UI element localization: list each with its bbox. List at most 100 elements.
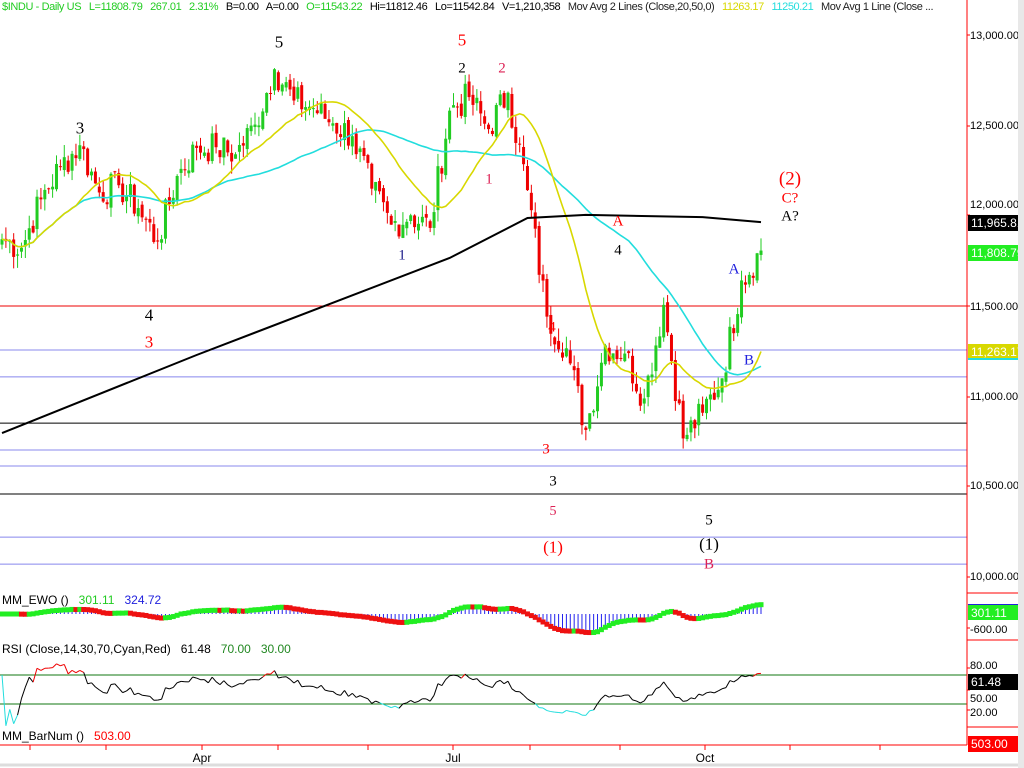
rsi-line-segment [733, 678, 738, 683]
ewo-dot [236, 608, 242, 614]
rsi-line-segment [659, 681, 665, 688]
rsi-line-segment [472, 678, 477, 681]
ewo-dot [268, 605, 274, 611]
rsi-line-segment [574, 711, 579, 714]
rsi-line-segment [484, 684, 489, 687]
candle-body [70, 153, 74, 171]
candle-body [564, 348, 568, 357]
candle-body [689, 420, 693, 433]
candle-body [452, 105, 456, 108]
candle-body [234, 154, 238, 159]
ewo-dot [400, 619, 406, 625]
rsi-line-segment [609, 695, 614, 698]
ewo-dot [750, 603, 756, 609]
ewo-dot [556, 627, 562, 633]
ma50-value: 11250.21 [771, 1, 814, 13]
candle-body [206, 152, 210, 162]
rsi-line-segment [476, 678, 482, 683]
ewo-dot [653, 614, 659, 620]
candle-body [479, 101, 483, 114]
ewo-dot [392, 619, 398, 625]
ewo-dot [151, 614, 157, 620]
ewo-dot [704, 614, 710, 620]
ewo-dot [482, 605, 488, 611]
rsi-line-segment [207, 676, 213, 684]
ewo-dot [633, 617, 639, 623]
candle-body [125, 196, 129, 202]
rsi-line-segment [13, 714, 19, 724]
candle-body [265, 92, 269, 113]
candle-body [553, 337, 557, 345]
ewo-dot [439, 614, 445, 620]
candle-body [82, 146, 86, 150]
rsi-line-segment [737, 675, 742, 680]
wave-label: 3 [144, 332, 154, 352]
candle-body [160, 239, 164, 243]
candle-body [230, 152, 234, 162]
candle-body [537, 225, 541, 275]
ewo-dot [396, 619, 402, 625]
rsi-line-segment [441, 679, 447, 686]
rsi-line-segment [460, 673, 466, 679]
ewo-dot [431, 616, 437, 622]
ewo-dot [256, 607, 262, 613]
ma20-value: 11263.17 [721, 1, 764, 13]
ewo-dot [0, 611, 5, 617]
pct-change: 2.31% [189, 1, 219, 13]
rsi-line-segment [242, 679, 248, 685]
rsi-line-segment [106, 684, 112, 694]
barnum-value: 503.00 [94, 729, 131, 743]
rsi-line-segment [289, 678, 295, 684]
rsi-line-segment [316, 684, 322, 689]
ewo-dot [521, 609, 527, 615]
candle-body [58, 166, 62, 168]
rsi-line-segment [258, 676, 264, 681]
ewo-dot [53, 608, 59, 614]
rsi-line-segment [56, 663, 61, 667]
candle-body [378, 181, 382, 192]
candle-body [541, 274, 545, 281]
ewo-dot [517, 608, 523, 614]
ewo-dot [602, 624, 608, 630]
candle-body [631, 355, 635, 384]
rsi-line-segment [655, 686, 661, 690]
rsi-line-segment [351, 692, 357, 698]
ewo-dot [419, 617, 425, 623]
rsi-line-segment [5, 709, 11, 726]
candle-body [448, 110, 452, 140]
candle-body [397, 224, 401, 237]
ewo-dot [65, 607, 71, 613]
ewo-dot [252, 607, 258, 613]
candle-body [510, 93, 514, 128]
candle-body [720, 378, 724, 393]
ewo-dot [345, 612, 351, 618]
rsi-line-segment [433, 683, 439, 696]
ewo-dot [279, 604, 285, 610]
candle-body [370, 163, 374, 189]
rsi-line-segment [278, 676, 283, 679]
rsi-line-segment [320, 685, 326, 691]
rsi-line-segment [523, 694, 528, 700]
candle-body [603, 345, 607, 365]
ewo-dot [661, 610, 667, 616]
candle-body [175, 175, 179, 201]
candle-body [401, 224, 405, 238]
vertical-scrollbar[interactable] [1018, 0, 1024, 768]
ewo-dot [443, 612, 449, 618]
rsi-line-segment [169, 686, 174, 690]
ewo-dot [454, 606, 460, 612]
rsi-line-segment [375, 700, 380, 704]
ewo-dot [46, 608, 52, 614]
candle-body [74, 155, 78, 159]
candle-body [31, 225, 35, 233]
ewo-dot [92, 608, 98, 614]
ewo-dot [178, 611, 184, 617]
candle-body [634, 383, 638, 392]
rsi-line-segment [694, 693, 700, 700]
rsi-line-segment [165, 687, 170, 690]
ewo-dot [139, 612, 145, 618]
rsi-line-segment [683, 700, 688, 702]
rsi-line-segment [219, 680, 225, 685]
rsi-value-box: 61.48 [968, 674, 1022, 690]
